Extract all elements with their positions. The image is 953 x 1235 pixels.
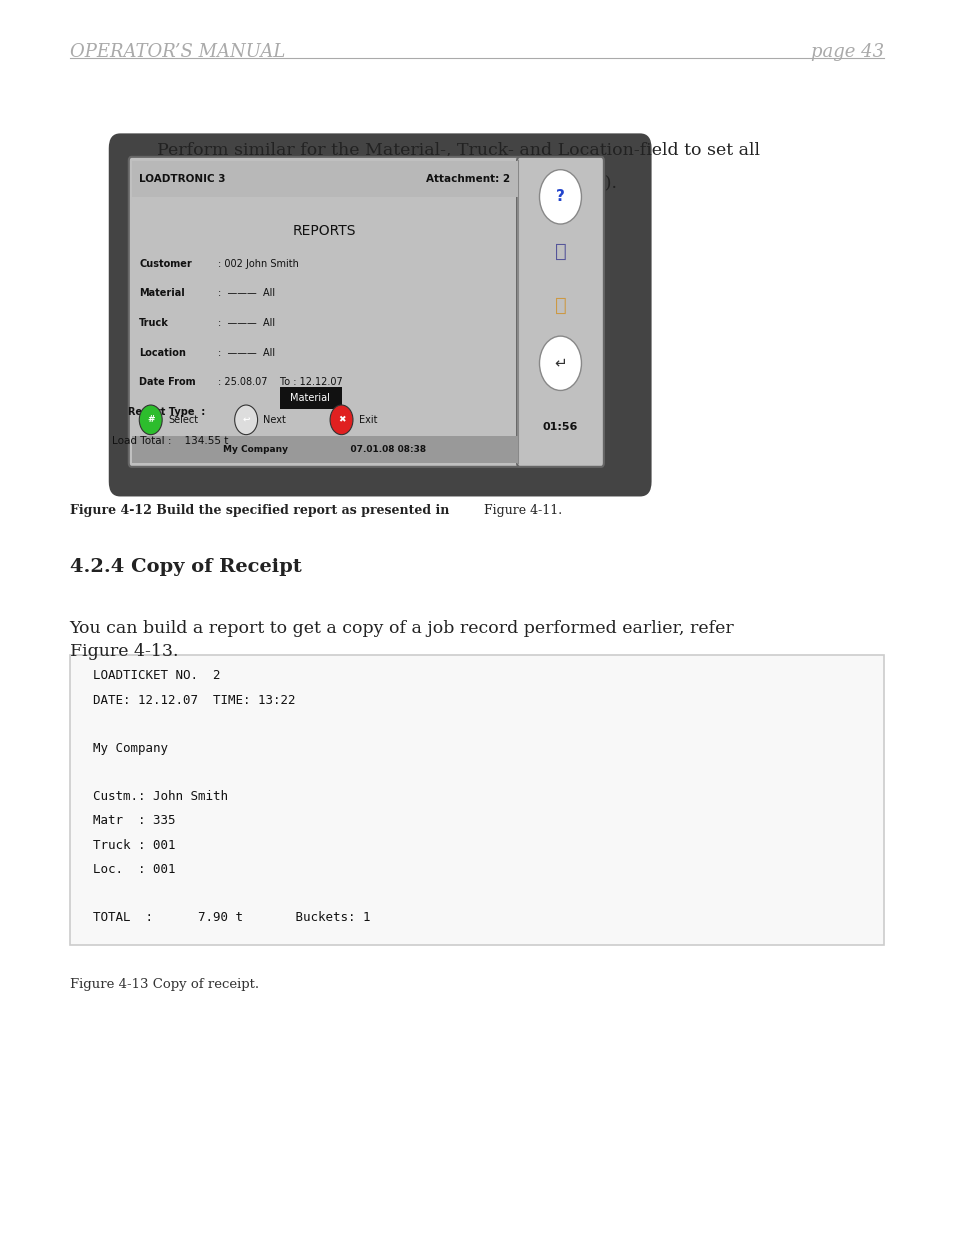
Text: LOADTICKET NO.  2: LOADTICKET NO. 2 — [93, 669, 221, 683]
FancyBboxPatch shape — [129, 157, 520, 467]
Text: TOTAL  :      7.90 t       Buckets: 1: TOTAL : 7.90 t Buckets: 1 — [93, 911, 371, 924]
Text: Exit: Exit — [358, 415, 376, 425]
Text: : 002 John Smith: : 002 John Smith — [217, 258, 298, 268]
Text: ↵: ↵ — [554, 356, 566, 370]
Text: You can build a report to get a copy of a job record performed earlier, refer
Fi: You can build a report to get a copy of … — [70, 620, 734, 661]
Bar — [132, 161, 517, 196]
Text: to print the report (requires a printer).: to print the report (requires a printer)… — [269, 175, 617, 193]
Text: ↩: ↩ — [242, 415, 250, 425]
Text: Next: Next — [263, 415, 286, 425]
FancyBboxPatch shape — [70, 655, 883, 945]
Text: page 43: page 43 — [810, 43, 883, 62]
Text: ?: ? — [556, 189, 564, 204]
Text: LOADTRONIC 3: LOADTRONIC 3 — [139, 174, 226, 184]
Text: 🖨: 🖨 — [554, 242, 566, 261]
Circle shape — [539, 336, 580, 390]
Text: :  ———  All: : ——— All — [217, 347, 274, 357]
Text: :  ———  All: : ——— All — [217, 288, 274, 298]
Text: 5.  Press: 5. Press — [129, 175, 210, 193]
Text: Custm.: John Smith: Custm.: John Smith — [93, 790, 229, 803]
Text: Figure 4-12 Build the specified report as presented in: Figure 4-12 Build the specified report a… — [70, 504, 449, 517]
Text: Print/F2: Print/F2 — [207, 175, 279, 193]
Circle shape — [234, 405, 257, 435]
Text: REPORTS: REPORTS — [293, 224, 356, 238]
Circle shape — [139, 405, 162, 435]
Text: My Company: My Company — [93, 742, 169, 755]
Text: :  ———  All: : ——— All — [217, 317, 274, 327]
Text: Material: Material — [290, 393, 330, 403]
Circle shape — [330, 405, 353, 435]
Circle shape — [539, 169, 580, 224]
Text: Load Total :    134.55 t: Load Total : 134.55 t — [112, 436, 228, 446]
Text: 📄: 📄 — [554, 296, 566, 315]
Text: #: # — [147, 415, 154, 425]
Text: Matr  : 335: Matr : 335 — [93, 815, 175, 827]
Text: 01:56: 01:56 — [542, 422, 578, 432]
FancyBboxPatch shape — [517, 157, 603, 467]
Text: OPERATOR’S MANUAL: OPERATOR’S MANUAL — [70, 43, 285, 62]
Text: Material: Material — [139, 288, 185, 298]
Text: Attachment: 2: Attachment: 2 — [426, 174, 510, 184]
Text: Truck : 001: Truck : 001 — [93, 839, 175, 852]
Text: : 25.08.07    To : 12.12.07: : 25.08.07 To : 12.12.07 — [217, 377, 342, 387]
Text: ✖: ✖ — [337, 415, 345, 425]
Text: Location: Location — [139, 347, 186, 357]
Text: Date From: Date From — [139, 377, 195, 387]
Text: Select: Select — [168, 415, 198, 425]
Text: Figure 4-13 Copy of receipt.: Figure 4-13 Copy of receipt. — [70, 978, 258, 992]
Text: Report Type  :: Report Type : — [128, 406, 212, 416]
Text: Figure 4-11.: Figure 4-11. — [479, 504, 561, 517]
Text: Loc.  : 001: Loc. : 001 — [93, 863, 175, 876]
Text: DATE: 12.12.07  TIME: 13:22: DATE: 12.12.07 TIME: 13:22 — [93, 694, 295, 706]
Text: Customer: Customer — [139, 258, 192, 268]
FancyBboxPatch shape — [109, 133, 651, 496]
Text: My Company                    07.01.08 08:38: My Company 07.01.08 08:38 — [223, 445, 426, 454]
Text: 4.2.4 Copy of Receipt: 4.2.4 Copy of Receipt — [70, 558, 301, 577]
Text: Truck: Truck — [139, 317, 169, 327]
Bar — [132, 436, 517, 463]
Bar — [279, 387, 341, 409]
Text: Perform similar for the Material-, Truck- and Location-field to set all
your cri: Perform similar for the Material-, Truck… — [157, 142, 760, 183]
